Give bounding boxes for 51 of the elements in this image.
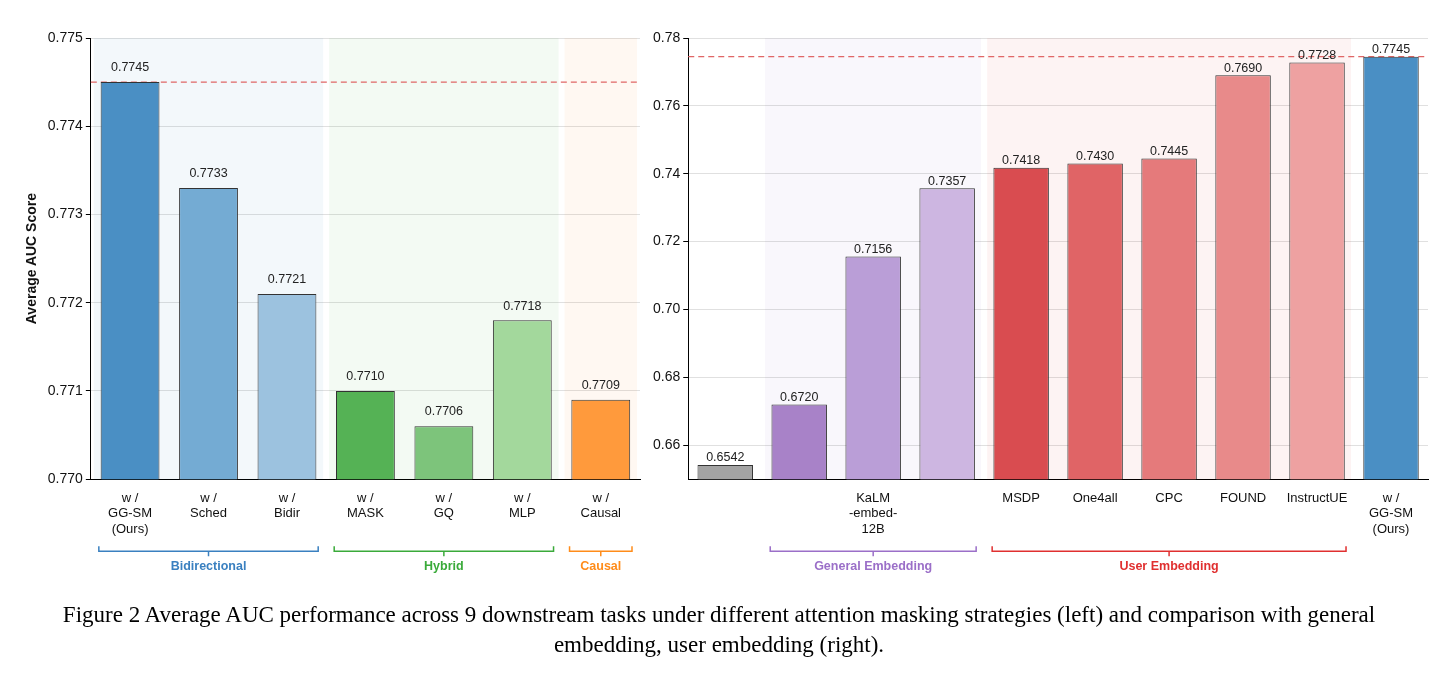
text: General Embedding bbox=[814, 558, 933, 573]
legend-label: Bidirectional bbox=[170, 558, 247, 573]
y-tick-label: 0.74 bbox=[653, 164, 681, 181]
y-tick-label: 0.66 bbox=[653, 436, 681, 453]
data-label: 0.7718 bbox=[503, 298, 542, 313]
x-tick-label: KaLM -embed- 12B bbox=[848, 489, 898, 536]
x-tick-label: CPC bbox=[1155, 489, 1183, 505]
data-label: 0.7728 bbox=[1297, 47, 1337, 62]
data-label: 0.7357 bbox=[928, 173, 967, 188]
y-tick-label: 0.68 bbox=[653, 368, 681, 385]
data-label: 0.6542 bbox=[706, 450, 745, 465]
x-tick-label: w / Bidir bbox=[273, 489, 301, 521]
x-tick-label: w / Causal bbox=[580, 489, 622, 521]
x-tick-label: InstructUE bbox=[1286, 489, 1348, 505]
data-label: 0.7733 bbox=[189, 166, 228, 181]
x-tick-label: MSDP bbox=[1002, 489, 1040, 505]
data-label: 0.7445 bbox=[1149, 143, 1189, 158]
legend-label: Hybrid bbox=[424, 558, 464, 573]
data-label: 0.7709 bbox=[581, 377, 620, 392]
y-tick-label: 0.78 bbox=[653, 28, 681, 45]
legend-label: Causal bbox=[580, 558, 622, 573]
x-tick-label: FOUND bbox=[1219, 489, 1267, 505]
y-tick-label: 0.774 bbox=[47, 117, 84, 134]
x-tick-label: w / GQ bbox=[433, 489, 454, 521]
y-tick-label: 0.72 bbox=[653, 232, 681, 249]
y-tick-label: 0.770 bbox=[47, 470, 84, 487]
x-tick-label: w / GG-SM (Ours) bbox=[1368, 489, 1414, 536]
caption: Figure 2 Average AUC performance across 9 downstream tasks under different attention masking strategies (left) and comparison with general embedding, user embedding (right). bbox=[61, 601, 1377, 659]
y-tick-label: 0.772 bbox=[47, 293, 84, 310]
y-tick-label: 0.76 bbox=[653, 96, 681, 113]
y-tick-label: 0.771 bbox=[47, 381, 84, 398]
x-tick-label: One4all bbox=[1072, 489, 1118, 505]
legend-label: User Embedding bbox=[1119, 558, 1219, 573]
x-tick-label: w / MLP bbox=[508, 489, 536, 521]
data-label: 0.7706 bbox=[424, 404, 464, 419]
x-tick-label: w / Sched bbox=[190, 489, 227, 521]
data-label: 0.7430 bbox=[1075, 148, 1115, 163]
data-label: 0.6720 bbox=[780, 389, 819, 404]
data-label: 0.7745 bbox=[110, 60, 150, 75]
data-label: 0.7745 bbox=[1371, 41, 1411, 56]
data-label: 0.7710 bbox=[346, 369, 385, 384]
y-tick-label: 0.773 bbox=[47, 205, 84, 222]
y-axis-title: Average AUC Score bbox=[23, 192, 40, 325]
y-tick-label: 0.775 bbox=[47, 28, 84, 45]
data-label: 0.7690 bbox=[1223, 60, 1263, 75]
x-tick-label: w / GG-SM (Ours) bbox=[108, 489, 153, 536]
data-label: 0.7418 bbox=[1002, 152, 1041, 167]
x-tick-label: w / MASK bbox=[347, 489, 385, 521]
data-label: 0.7156 bbox=[854, 241, 893, 256]
data-label: 0.7721 bbox=[267, 272, 307, 287]
y-tick-label: 0.70 bbox=[653, 300, 681, 317]
